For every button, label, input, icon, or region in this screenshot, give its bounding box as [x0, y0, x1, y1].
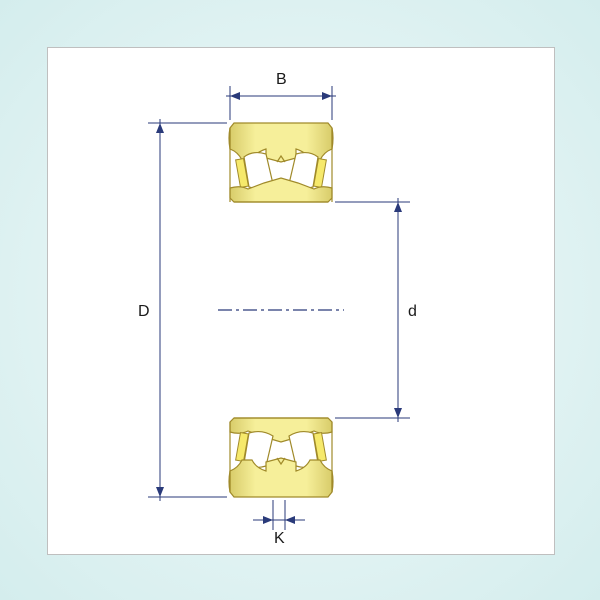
- drawing-sheet: B D d K: [47, 47, 555, 555]
- label-K: K: [274, 530, 285, 547]
- dimension-K: K: [253, 500, 305, 547]
- bearing-diagram: B D d K: [48, 48, 554, 554]
- label-D: D: [138, 303, 150, 320]
- label-B: B: [276, 71, 287, 88]
- dimension-d: d: [335, 198, 417, 422]
- label-d: d: [408, 303, 417, 320]
- dimension-D: D: [138, 119, 227, 501]
- dimension-B: B: [226, 71, 336, 120]
